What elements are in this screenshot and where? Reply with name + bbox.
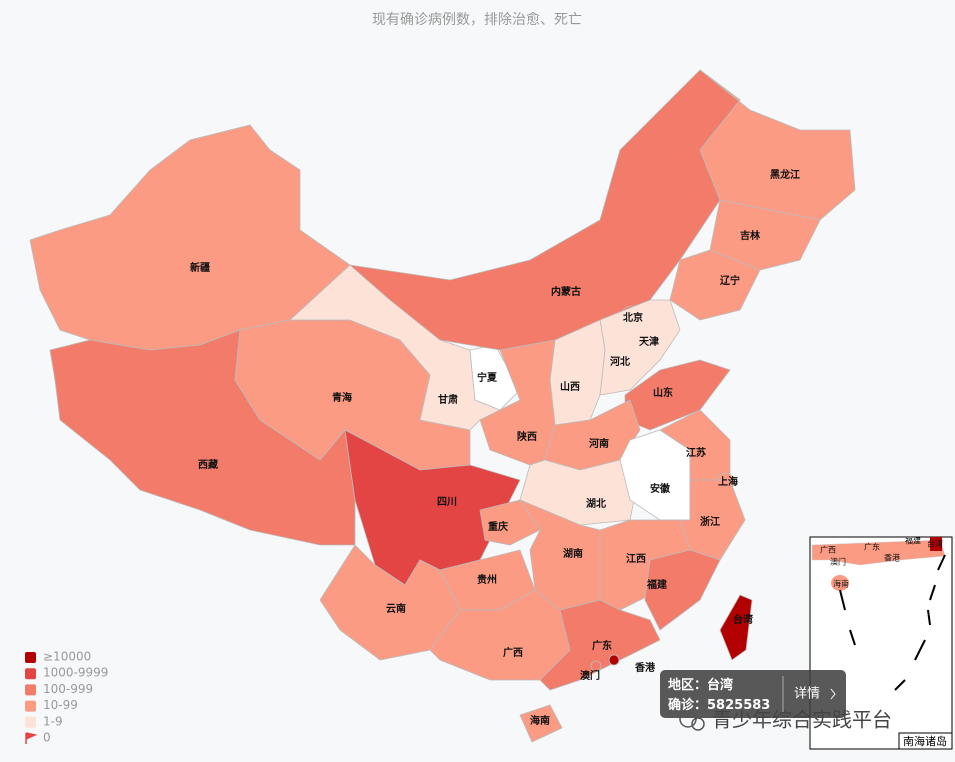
province-area [608,654,620,666]
inset-province-label: 澳门 [830,557,846,567]
inset-label: 南海诸岛 [903,734,947,748]
province-area [719,594,753,661]
province-label: 江西 [626,552,646,565]
watermark-text: 青少年综合实践平台 [712,708,892,732]
province-label: 宁夏 [477,371,498,384]
confirmed-label: 确诊： [668,697,707,713]
province-label: 香港 [635,661,656,674]
inset-province-label: 福建 [905,536,921,546]
province-label: 北京 [623,311,643,324]
province-label: 澳门 [580,669,600,682]
inset-province-label: 广西 [820,545,836,555]
province-label: 福建 [646,578,668,591]
region-label: 地区： [668,677,707,693]
province-label: 江苏 [686,446,706,459]
province-label: 广东 [592,639,612,652]
legend-label: 10-99 [43,698,78,712]
tooltip[interactable]: 地区：台湾 确诊：5825583 详情 [660,670,846,718]
chevron-icon [830,688,836,700]
legend-label: 100-999 [43,682,93,696]
province-label: 河南 [589,437,609,450]
legend-swatch [25,652,36,663]
province-area [479,499,541,546]
tooltip-region: 地区：台湾 [668,677,733,693]
province-label: 湖南 [563,547,583,560]
province-label: 贵州 [477,573,497,586]
province-shapes [29,69,856,743]
province-label: 山东 [653,386,673,399]
legend-swatch [25,684,36,696]
watermark: 青少年综合实践平台 [679,708,892,732]
province-label: 内蒙古 [551,285,581,298]
inset-label-box [898,732,953,750]
inset-dashes [839,554,946,691]
tooltip-box [660,670,846,718]
province-area [348,69,741,351]
province-label: 黑龙江 [770,168,800,181]
legend-swatch [25,716,36,728]
confirmed-value: 5825583 [707,698,770,713]
inset-province-label: 台湾 [927,539,943,549]
province-label: 河北 [610,355,630,368]
province-label: 云南 [386,602,406,615]
wechat-icon-small [691,717,705,731]
inset-province-label: 香港 [884,553,900,563]
province-label: 广西 [503,646,523,659]
province-label: 四川 [437,496,457,508]
province-area [590,660,602,672]
tooltip-details[interactable]: 详情 [794,687,820,702]
province-label: 安徽 [650,482,671,495]
legend-flag [25,732,38,744]
province-label: 山西 [560,380,580,393]
inset-taiwan [930,537,942,551]
province-label: 青海 [332,391,352,404]
legend-swatch [25,700,36,712]
province-label: 台湾 [733,613,753,626]
tooltip-confirmed: 确诊：5825583 [668,697,770,713]
inset-hainan [831,575,849,591]
province-label: 浙江 [700,515,720,528]
province-label: 上海 [718,475,738,488]
legend: ≥10000 1000-9999 100-999 10-99 1-9 0 [25,650,108,745]
map-title: 现有确诊病例数，排除治愈、死亡 [372,12,582,28]
province-label: 海南 [530,714,550,727]
legend-label: 0 [43,731,51,745]
province-label: 辽宁 [720,274,740,287]
province-label: 甘肃 [438,393,458,406]
province-area [519,704,563,743]
province-label: 天津 [639,335,659,348]
legend-swatch [25,668,36,680]
province-label: 吉林 [740,229,761,242]
province-label: 陕西 [517,430,537,443]
province-label: 新疆 [190,261,210,274]
inset-province-label: 海南 [833,579,849,589]
inset-province-label: 广东 [864,542,880,552]
legend-label: 1000-9999 [43,666,108,680]
province-area [29,124,351,351]
legend-label: 1-9 [43,714,63,728]
province-label: 湖北 [586,497,606,510]
province-label: 西藏 [198,458,218,471]
region-value: 台湾 [707,677,733,693]
legend-label: ≥10000 [43,650,91,664]
province-label: 重庆 [488,520,508,533]
province-area [539,599,661,691]
province-area [644,549,721,631]
